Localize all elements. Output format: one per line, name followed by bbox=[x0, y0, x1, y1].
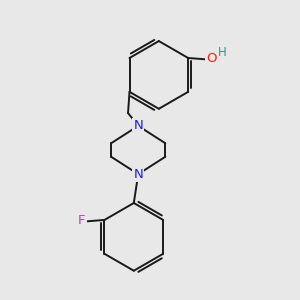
Text: N: N bbox=[133, 168, 143, 181]
Text: O: O bbox=[206, 52, 217, 65]
Text: H: H bbox=[218, 46, 227, 59]
Text: F: F bbox=[78, 214, 85, 227]
Text: N: N bbox=[133, 119, 143, 132]
